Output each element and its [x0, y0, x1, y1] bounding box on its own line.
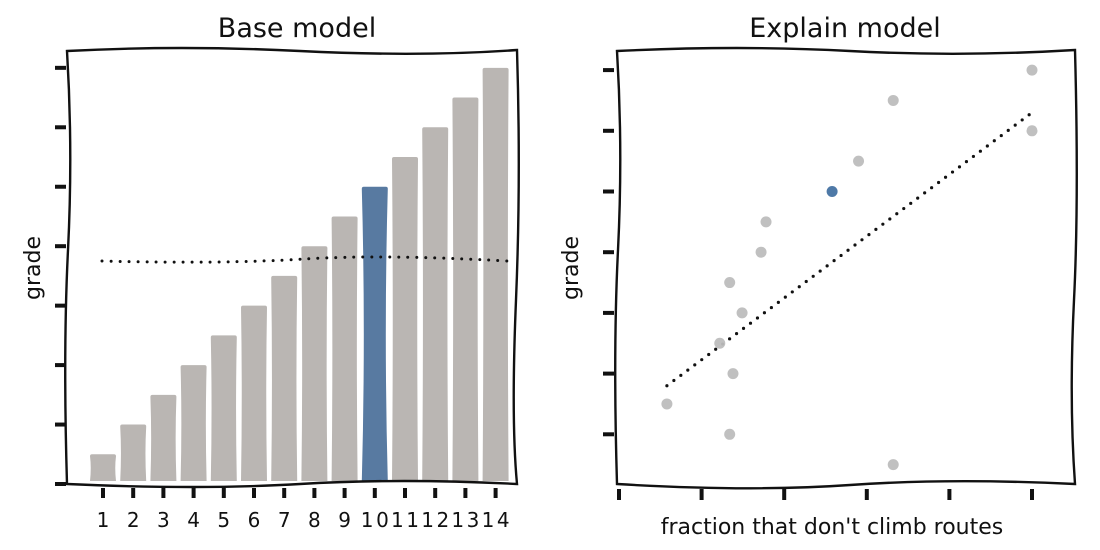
x-tick-label: 10 [361, 508, 389, 532]
point [1026, 125, 1038, 137]
bar [90, 454, 116, 481]
base-model-ylabel: grade [21, 236, 46, 300]
x-tick-label: 2 [127, 508, 140, 532]
point-highlighted [826, 186, 838, 197]
bar [452, 97, 479, 481]
points-group [661, 64, 1038, 471]
bars-group [90, 67, 509, 482]
x-tick-label: 9 [338, 508, 351, 532]
explain-model-xlabel: fraction that don't climb routes [661, 515, 1004, 540]
point [887, 459, 899, 471]
base-model-frame [64, 46, 520, 489]
x-tick-label: 8 [308, 508, 321, 532]
right-x-ticks [617, 489, 1034, 500]
point [714, 337, 726, 349]
left-x-tick-labels: 1 2 3 4 5 6 7 8 9 10 11 12 13 14 [97, 508, 510, 532]
point [736, 307, 748, 319]
x-tick-label: 4 [187, 508, 200, 532]
bar [241, 305, 267, 481]
x-tick-label: 3 [157, 508, 170, 532]
bar [120, 424, 147, 481]
x-tick-label: 14 [482, 508, 510, 532]
point [661, 398, 673, 410]
explain-model-title: Explain model [749, 13, 941, 44]
mean-reference-line [100, 255, 510, 264]
bar [301, 246, 328, 481]
point [887, 94, 899, 106]
bar [482, 67, 509, 481]
point [760, 216, 772, 228]
explain-model-ylabel: grade [559, 236, 584, 300]
x-tick-label: 13 [451, 508, 479, 532]
point [724, 428, 736, 440]
left-x-ticks [101, 488, 498, 498]
point [853, 155, 865, 167]
right-y-ticks [603, 68, 614, 437]
x-tick-label: 11 [391, 508, 419, 532]
point [755, 246, 767, 258]
x-tick-label: 1 [97, 508, 110, 532]
bar [210, 335, 237, 481]
bar [150, 394, 177, 481]
left-y-ticks [55, 65, 66, 486]
bar-highlighted [361, 186, 388, 481]
bar [422, 127, 449, 482]
bar [271, 275, 298, 481]
bar [331, 216, 358, 481]
bar [392, 157, 418, 481]
x-tick-label: 12 [421, 508, 449, 532]
explain-model-panel: Explain model grade fraction that don't … [559, 13, 1078, 540]
base-model-title: Base model [218, 13, 376, 44]
point [727, 368, 739, 380]
point [1026, 64, 1038, 76]
explain-model-frame [614, 46, 1078, 490]
x-tick-label: 5 [217, 508, 230, 532]
point [724, 277, 736, 289]
x-tick-label: 7 [278, 508, 291, 532]
base-model-panel: Base model grade 1 2 3 4 5 6 7 8 9 10 11 12 13 14 [21, 13, 520, 532]
x-tick-label: 6 [248, 508, 261, 532]
bar [180, 365, 207, 481]
